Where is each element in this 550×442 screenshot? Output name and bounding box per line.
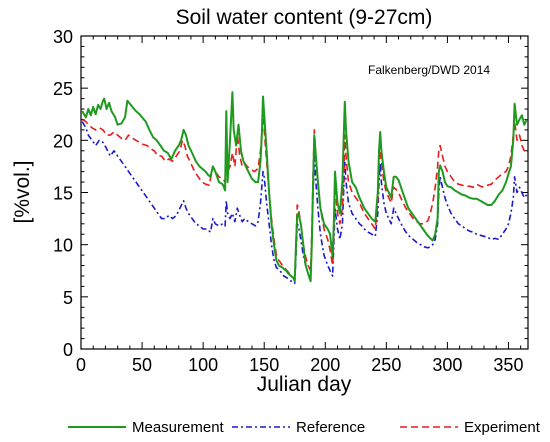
y-axis-label: [%vol.] bbox=[11, 160, 34, 223]
x-tick-label: 200 bbox=[310, 355, 340, 375]
y-tick-label: 5 bbox=[63, 288, 73, 308]
series-line-reference bbox=[81, 121, 528, 285]
legend-label-experiment: Experiment bbox=[464, 419, 541, 436]
x-tick-label: 100 bbox=[188, 355, 218, 375]
axis-ticks: 0 50 100 150 200 250 300 350 0 5 10 15 20 25 30 bbox=[53, 27, 528, 375]
legend: Measurement Reference Experiment bbox=[68, 419, 541, 436]
y-tick-label: 10 bbox=[53, 236, 73, 256]
x-axis-label: Julian day bbox=[257, 373, 352, 396]
x-tick-label: 350 bbox=[493, 355, 523, 375]
y-tick-label: 15 bbox=[53, 184, 73, 204]
chart-annotation: Falkenberg/DWD 2014 bbox=[368, 63, 490, 77]
x-tick-label: 150 bbox=[249, 355, 279, 375]
y-tick-label: 30 bbox=[53, 27, 73, 47]
series-layer bbox=[81, 91, 528, 285]
x-tick-label: 50 bbox=[132, 355, 152, 375]
y-tick-label: 0 bbox=[63, 340, 73, 360]
x-tick-label: 250 bbox=[371, 355, 401, 375]
y-tick-label: 20 bbox=[53, 131, 73, 151]
legend-label-reference: Reference bbox=[296, 419, 365, 436]
legend-label-measurement: Measurement bbox=[132, 419, 225, 436]
series-line-measurement bbox=[81, 91, 528, 283]
chart-title: Soil water content (9-27cm) bbox=[176, 6, 433, 29]
y-tick-label: 25 bbox=[53, 79, 73, 99]
plot-frame bbox=[80, 35, 529, 350]
x-tick-label: 0 bbox=[76, 355, 86, 375]
x-tick-label: 300 bbox=[432, 355, 462, 375]
